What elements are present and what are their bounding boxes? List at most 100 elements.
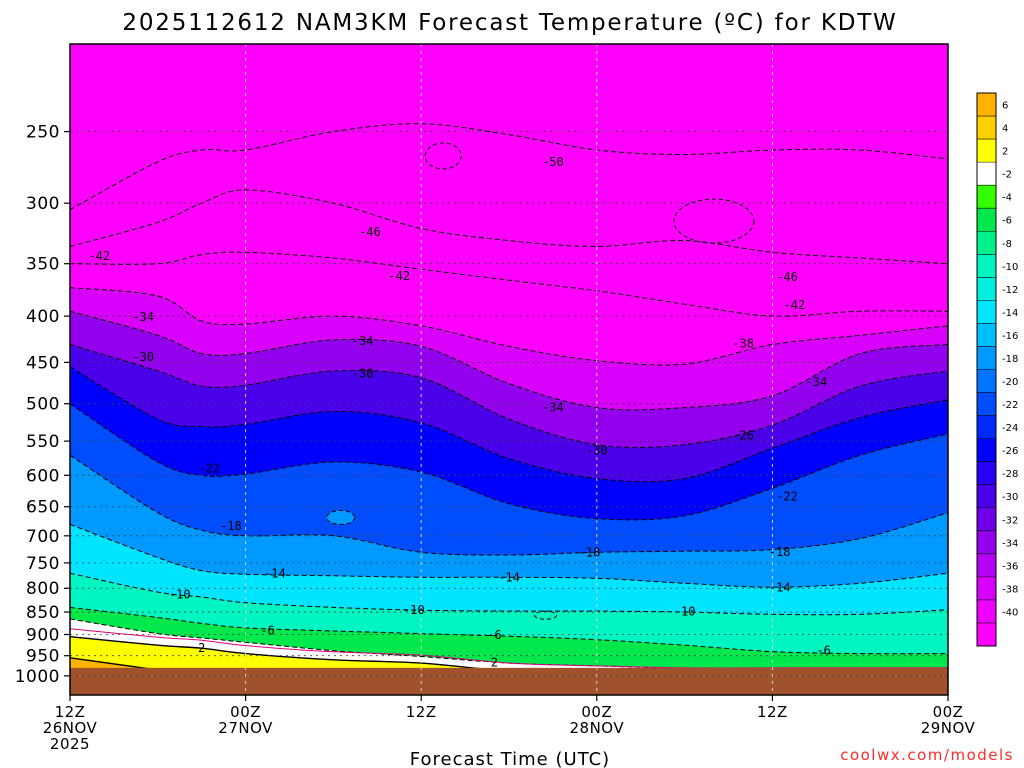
y-tick-label: 450 (26, 353, 60, 373)
isotherm-label: -14 (264, 567, 286, 581)
y-tick-label: 300 (26, 194, 60, 214)
isotherm-label: -10 (674, 605, 696, 619)
x-axis-label: Forecast Time (UTC) (410, 749, 610, 768)
x-tick-label: 12Z (55, 703, 86, 721)
isotherm-label: -30 (352, 367, 374, 381)
isotherm-minus-14 (70, 523, 948, 588)
colorbar-bin (977, 162, 996, 186)
isotherm-label: -42 (88, 249, 110, 263)
x-tick-label: 2025 (50, 735, 90, 753)
x-tick-label: 12Z (757, 703, 788, 721)
colorbar-bin (977, 484, 996, 509)
cold-pocket-2 (673, 198, 755, 244)
isotherm-label: -6 (260, 624, 274, 638)
isotherm-label: -6 (487, 628, 501, 642)
x-tick-label: 12Z (406, 703, 437, 721)
colorbar-label: -38 (1002, 584, 1018, 595)
colorbar-bin (977, 392, 996, 417)
colorbar-label: -18 (1002, 354, 1018, 365)
x-tick-label: 00Z (933, 703, 964, 721)
colorbar-bin (977, 277, 996, 301)
temperature-field (70, 44, 948, 695)
chart-title: 2025112612 NAM3KM Forecast Temperature (… (122, 10, 897, 36)
x-tick-label: 28NOV (569, 719, 624, 737)
isotherm-label: -22 (776, 489, 798, 503)
cold-pocket-1 (424, 142, 462, 170)
isotherm-label: 2 (198, 641, 205, 655)
isotherm-labels: -50 -46 -42 -42 -46 -42 -38 -34 -34 -30 -34 -30 -34 -… (88, 155, 830, 670)
y-tick-label: 500 (26, 395, 60, 415)
colorbar-label: -14 (1002, 308, 1018, 319)
colorbar-label: 6 (1002, 101, 1008, 112)
isotherm-label: -34 (542, 401, 564, 415)
isotherm-label: -22 (198, 462, 220, 476)
isotherm-label: -34 (352, 334, 374, 348)
isotherm-label: -18 (220, 519, 242, 533)
isotherm-minus-22 (70, 403, 948, 521)
colorbar-label: -26 (1002, 446, 1018, 457)
colorbar-bin (977, 599, 996, 624)
colorbar-bin (977, 300, 996, 324)
colorbar-label: -24 (1002, 423, 1018, 434)
x-tick-label: 00Z (230, 703, 261, 721)
y-tick-label: 750 (26, 554, 60, 574)
isotherm-minus-46 (70, 189, 948, 265)
isotherm-minus-34 (70, 310, 948, 411)
surface-contour-line (70, 628, 948, 669)
isotherm-label: 2 (491, 656, 498, 670)
x-tick-label: 26NOV (43, 719, 98, 737)
ground-layer (70, 667, 948, 695)
isotherm-label: -42 (388, 269, 410, 283)
colorbar-label: -12 (1002, 285, 1018, 296)
colorbar-bin (977, 208, 996, 232)
grid-lines (70, 44, 948, 695)
y-tick-label: 350 (26, 255, 60, 275)
colorbar-label: -4 (1002, 193, 1012, 204)
isotherm-label: -14 (498, 570, 520, 584)
isotherm-label: -30 (586, 443, 608, 457)
x-tick-label: 29NOV (921, 719, 976, 737)
colorbar-label: -16 (1002, 331, 1018, 342)
colorbar-label: -34 (1002, 538, 1018, 549)
y-tick-label: 650 (26, 498, 60, 518)
colorbar-bin (977, 369, 996, 394)
isotherm-label: -18 (769, 545, 791, 559)
isotherm-label: -10 (169, 588, 191, 602)
y-tick-label: 250 (26, 123, 60, 143)
isotherm-minus-26 (70, 366, 948, 483)
isotherm-label: -10 (403, 603, 425, 617)
colorbar-label: -2 (1002, 170, 1012, 181)
y-tick-label: 400 (26, 307, 60, 327)
isotherm-minus-42 (70, 251, 948, 317)
colorbar-label: -32 (1002, 515, 1018, 526)
y-tick-label: 700 (26, 527, 60, 547)
colorbar-label: -8 (1002, 239, 1012, 250)
isotherm-label: -34 (805, 375, 827, 389)
colorbar-label: -10 (1002, 262, 1018, 273)
warm-pocket-2 (534, 610, 558, 620)
colorbar-label: -40 (1002, 607, 1018, 618)
isotherm-label: -46 (359, 225, 381, 239)
isotherm-label: -38 (732, 337, 754, 351)
plot-frame (69, 43, 949, 696)
colorbar-label: -30 (1002, 492, 1018, 503)
y-axis-ticks: 2503003504004505005506006507007508008509… (15, 123, 70, 687)
isotherm-label: -50 (542, 155, 564, 169)
colorbar-bin (977, 139, 996, 163)
colorbar-label: 4 (1002, 124, 1008, 135)
colorbar-bin (977, 93, 996, 117)
colorbar-bin (977, 346, 996, 370)
y-tick-label: 900 (26, 625, 60, 645)
x-tick-label: 27NOV (218, 719, 273, 737)
isotherm-label: -46 (776, 270, 798, 284)
isotherm-label: -30 (132, 350, 154, 364)
colorbar-bin (977, 185, 996, 209)
isotherm-label: -34 (132, 310, 154, 324)
colorbar-bin (977, 507, 996, 532)
colorbar-label: -36 (1002, 561, 1018, 572)
isotherm-minus-38 (70, 287, 948, 366)
colorbar-bin (977, 438, 996, 463)
warm-pocket-1 (326, 509, 356, 525)
colorbar-label: -6 (1002, 216, 1012, 227)
